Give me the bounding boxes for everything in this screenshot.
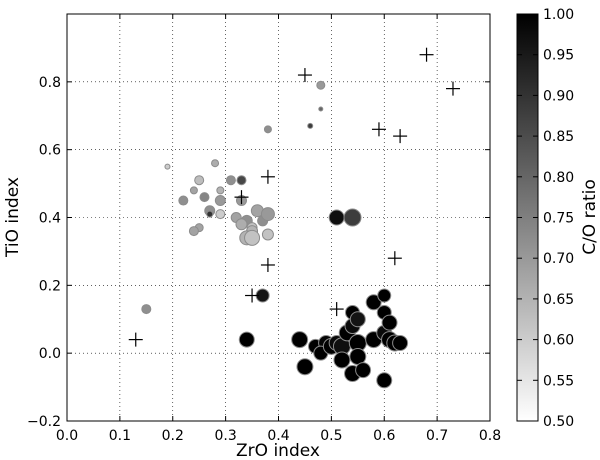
scatter-point [343,208,362,227]
scatter-point [307,122,314,129]
scatter-point [260,207,275,222]
colorbar-tick-label: 1.00 [543,7,574,23]
colorbar-tick-label: 0.80 [543,170,574,186]
scatter-point [236,175,247,186]
scatter-point [263,125,272,134]
scatter-point [377,288,392,303]
colorbar-label: C/O ratio [580,179,600,255]
colorbar-tick-label: 0.70 [543,251,574,267]
scatter-point [392,334,409,351]
scatter-point [355,362,372,379]
scatter-point [235,218,248,231]
scatter-point [188,226,199,237]
scatter-point [211,159,220,168]
plus-marker [387,251,402,266]
x-tick-label: 0.1 [109,428,131,444]
y-tick-label: 0.4 [39,211,61,227]
scatter-point [199,192,210,203]
plus-marker [329,302,344,317]
y-tick-label: 0.2 [39,278,61,294]
scatter-point [194,175,205,186]
scatter-point [316,80,326,90]
y-tick-label: 0.6 [39,143,61,159]
x-tick-label: 0.3 [214,428,236,444]
scatter-point [296,358,314,376]
plus-marker [260,257,275,272]
colorbar-ticks: 0.50 0.55 0.60 0.65 0.70 0.75 0.80 0.85 0.90 0.95… [517,7,574,430]
x-tick-label: 0.7 [426,428,448,444]
scatter-point [214,195,226,207]
scatter-point [291,331,309,349]
colorbar-tick-label: 0.85 [543,129,574,145]
plus-marker [419,47,434,62]
plus-marker [245,288,260,303]
plus-marker [371,122,386,137]
scatter-point [189,186,198,195]
data-markers [128,47,460,389]
scatter-point [333,351,351,369]
colorbar-tick-label: 0.95 [543,48,574,64]
y-tick-label: 0.0 [39,346,61,362]
scatter-point [365,294,382,311]
colorbar-tick-label: 0.65 [543,292,574,308]
colorbar-tick-label: 0.50 [543,414,574,430]
scatter-point [244,229,261,246]
scatter-point [261,228,274,241]
colorbar-tick-label: 0.60 [543,333,574,349]
scatter-point [349,311,366,328]
scatter-point [215,209,226,220]
scatter-point [164,163,171,170]
scatter-point [216,186,225,195]
scatter-point [141,304,152,315]
plus-marker [297,68,312,83]
x-tick-label: 0.0 [56,428,78,444]
axes: 0.0 0.1 0.2 0.3 0.4 0.5 0.6 0.7 0.8−0.20.00.20.4… [27,14,501,444]
grid [67,14,490,421]
x-tick-label: 0.6 [373,428,395,444]
colorbar-tick-label: 0.75 [543,211,574,227]
y-tick-label: 0.8 [39,75,61,91]
scatter-point [328,209,345,226]
scatter-point [225,175,236,186]
plus-marker [260,169,275,184]
scatter-point [318,106,324,112]
x-tick-label: 0.4 [267,428,289,444]
scatter-point [206,210,214,218]
plus-marker [128,332,143,347]
plus-marker [445,81,460,96]
scatter-point [381,314,398,331]
y-axis-label: TiO index [3,177,23,258]
plus-marker [393,129,408,144]
scatter-point [178,195,189,206]
x-tick-label: 0.2 [162,428,184,444]
x-tick-label: 0.5 [320,428,342,444]
colorbar-tick-label: 0.90 [543,88,574,104]
y-tick-label: −0.2 [27,414,61,430]
scatter-point [238,331,255,348]
x-tick-label: 0.8 [479,428,501,444]
colorbar-tick-label: 0.55 [543,373,574,389]
x-axis-label: ZrO index [236,441,320,460]
plus-marker [234,190,249,205]
scatter-point [376,372,393,389]
